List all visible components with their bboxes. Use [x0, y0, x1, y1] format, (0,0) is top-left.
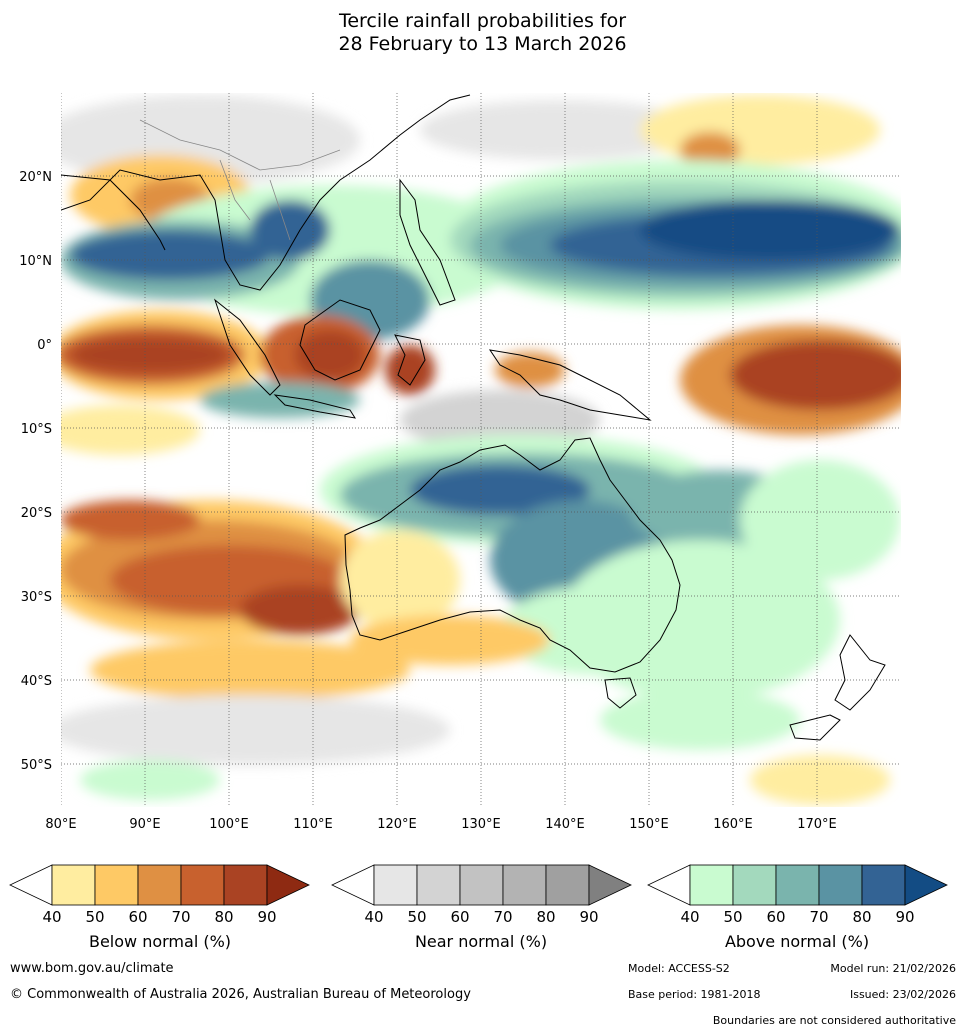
lat-tick-label: 50°S	[21, 758, 52, 773]
colorbar-extend-high	[904, 864, 948, 906]
colorbar-segment	[51, 864, 96, 906]
coastlines	[61, 94, 886, 741]
colorbar-tick-label: 40	[680, 908, 699, 926]
colorbar: 40 50 60 70 80 90	[647, 864, 948, 926]
lat-tick-label: 20°N	[19, 170, 52, 185]
colorbar: 40 50 60 70 80 90	[331, 864, 632, 926]
colorbar-tick-label: 90	[895, 908, 914, 926]
lon-tick-label: 120°E	[377, 817, 417, 832]
lon-tick-label: 100°E	[209, 817, 249, 832]
java-coastline	[273, 394, 357, 419]
lat-tick-label: 20°S	[21, 506, 52, 521]
website-text: www.bom.gov.au/climate	[10, 961, 174, 976]
colorbar-segment	[689, 864, 734, 906]
colorbar-segment	[373, 864, 418, 906]
colorbar-tick-label: 60	[766, 908, 785, 926]
colorbar-segment	[502, 864, 547, 906]
lon-tick-label: 110°E	[293, 817, 333, 832]
colorbar-segment	[94, 864, 139, 906]
below-normal-label: Below normal (%)	[88, 932, 232, 951]
lat-tick-label: 0°	[37, 338, 52, 353]
lon-tick-label: 90°E	[129, 817, 160, 832]
lon-tick-label: 80°E	[45, 817, 76, 832]
colorbar-extend-low	[9, 864, 53, 906]
colorbar-tick-label: 60	[450, 908, 469, 926]
colorbar-segment	[416, 864, 461, 906]
colorbar-segment	[545, 864, 590, 906]
colorbar-tick-label: 70	[809, 908, 828, 926]
title-line-1: Tercile rainfall probabilities for	[338, 10, 627, 32]
colorbar-segment	[223, 864, 268, 906]
lat-tick-label: 30°S	[21, 590, 52, 605]
colorbar-tick-label: 60	[128, 908, 147, 926]
probability-field	[61, 93, 901, 807]
lat-tick-label: 10°N	[19, 254, 52, 269]
colorbar-tick-label: 50	[723, 908, 742, 926]
colorbar-tick-label: 80	[852, 908, 871, 926]
colorbar-extend-low	[331, 864, 375, 906]
model-text: Model: ACCESS-S2	[628, 962, 730, 975]
new-zealand-coastline	[789, 634, 886, 741]
map-title: Tercile rainfall probabilities for 28 Fe…	[0, 10, 965, 56]
australia-coastline	[344, 437, 681, 673]
title-line-2: 28 February to 13 March 2026	[338, 33, 627, 55]
colorbar-segment	[861, 864, 906, 906]
base-period-text: Base period: 1981-2018	[628, 988, 761, 1001]
colorbar-extend-high	[588, 864, 632, 906]
lon-tick-label: 150°E	[629, 817, 669, 832]
near-normal-label: Near normal (%)	[414, 932, 548, 951]
country-borders	[139, 119, 341, 241]
colorbar-segment	[459, 864, 504, 906]
colorbar: 40 50 60 70 80 90	[9, 864, 310, 926]
model-run-text: Model run: 21/02/2026	[830, 962, 956, 975]
issued-text: Issued: 23/02/2026	[849, 988, 956, 1001]
sulawesi-coastline	[394, 334, 426, 386]
colorbar-tick-label: 90	[579, 908, 598, 926]
sumatra-coastline	[213, 298, 281, 396]
borneo-coastline	[299, 299, 381, 381]
colorbar-tick-label: 70	[171, 908, 190, 926]
tasmania-coastline	[604, 677, 637, 709]
colorbar-tick-label: 70	[493, 908, 512, 926]
disclaimer-text: Boundaries are not considered authoritat…	[712, 1014, 956, 1027]
colorbar-segment	[137, 864, 182, 906]
colorbar-tick-label: 80	[214, 908, 233, 926]
asia-mainland-coastline	[61, 94, 471, 291]
lon-tick-label: 140°E	[545, 817, 585, 832]
lat-tick-label: 10°S	[21, 422, 52, 437]
colorbar-extend-high	[266, 864, 310, 906]
colorbar-segment	[818, 864, 863, 906]
copyright-text: © Commonwealth of Australia 2026, Austra…	[10, 987, 471, 1002]
colorbar-tick-label: 40	[364, 908, 383, 926]
colorbar-segment	[775, 864, 820, 906]
lon-tick-label: 160°E	[713, 817, 753, 832]
colorbar-tick-label: 80	[536, 908, 555, 926]
colorbar-tick-label: 90	[257, 908, 276, 926]
new-guinea-coastline	[488, 349, 652, 421]
india-coastline	[61, 174, 166, 251]
colorbar-tick-label: 50	[85, 908, 104, 926]
colorbar-segment	[732, 864, 777, 906]
colorbar-tick-label: 50	[407, 908, 426, 926]
colorbar-segment	[180, 864, 225, 906]
lat-tick-label: 40°S	[21, 674, 52, 689]
philippines-coastline	[399, 178, 456, 306]
above-normal-label: Above normal (%)	[724, 932, 870, 951]
colorbar-tick-label: 40	[42, 908, 61, 926]
lon-tick-label: 170°E	[797, 817, 837, 832]
lon-tick-label: 130°E	[461, 817, 501, 832]
colorbar-extend-low	[647, 864, 691, 906]
